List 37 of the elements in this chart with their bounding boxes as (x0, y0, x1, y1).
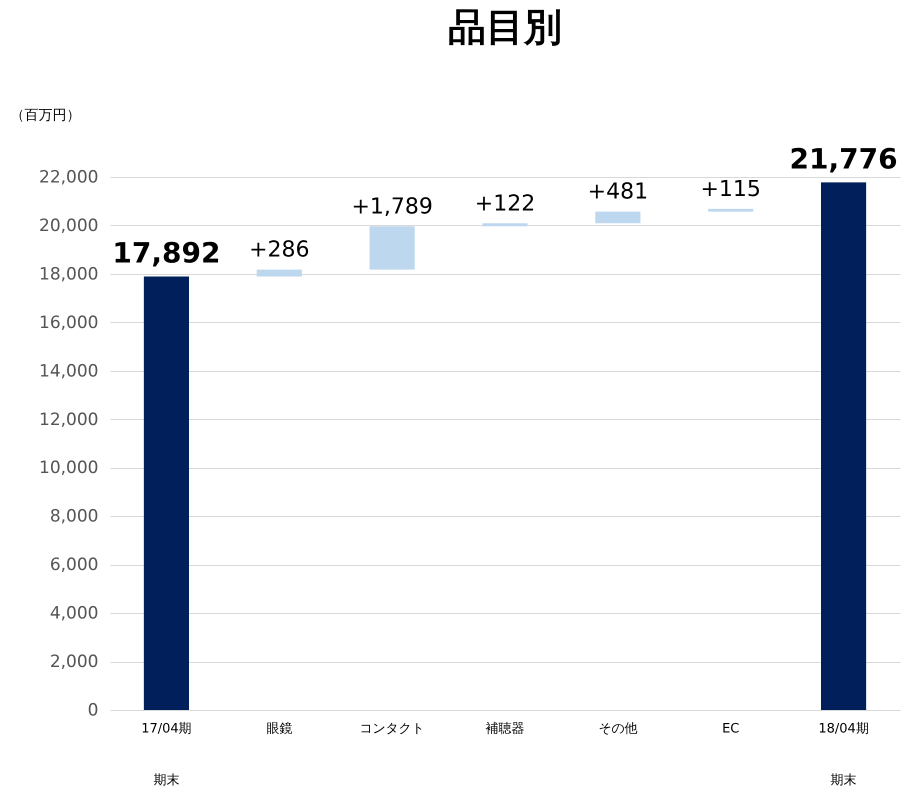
bar (144, 276, 189, 710)
y-tick-label: 22,000 (39, 168, 98, 188)
bar (370, 226, 415, 270)
data-label: +115 (700, 176, 761, 202)
x-tick-label: EC (722, 722, 740, 736)
x-tick-label: コンタクト (360, 722, 425, 736)
y-tick-label: 18,000 (39, 264, 98, 284)
data-label: +286 (249, 238, 310, 263)
data-label: 21,776 (790, 142, 898, 176)
x-tick-label: 補聴器 (486, 722, 524, 736)
y-tick-label: 16,000 (39, 312, 98, 333)
bar (256, 270, 302, 277)
bar (595, 212, 640, 224)
y-tick-label: 4,000 (50, 604, 98, 624)
y-tick-label: 0 (88, 700, 98, 720)
data-label: +122 (474, 191, 536, 216)
data-label: +481 (588, 180, 648, 205)
text: 期末 (153, 773, 180, 788)
bar (708, 208, 754, 212)
y-tick-label: 6,000 (50, 555, 98, 576)
y-axis-title: （百万円） (10, 108, 80, 124)
chart-title: 品目別 (448, 5, 562, 49)
y-tick-label: 12,000 (39, 410, 98, 430)
text: 期末 (830, 773, 857, 788)
data-label: +1,789 (351, 194, 433, 220)
y-tick-label: 10,000 (39, 458, 98, 478)
y-tick-label: 20,000 (39, 216, 98, 236)
x-tick-label: その他 (598, 722, 638, 736)
x-tick-label: 17/04期 (141, 722, 192, 736)
x-tick-label: 18/04期 (818, 722, 869, 736)
y-tick-label: 2,000 (50, 652, 98, 672)
data-label: 17,892 (112, 236, 220, 270)
y-tick-label: 14,000 (39, 361, 98, 382)
x-tick-label: 眼鏡 (266, 722, 292, 736)
bar (821, 182, 866, 710)
y-tick-label: 8,000 (50, 506, 98, 527)
bar (482, 223, 528, 226)
